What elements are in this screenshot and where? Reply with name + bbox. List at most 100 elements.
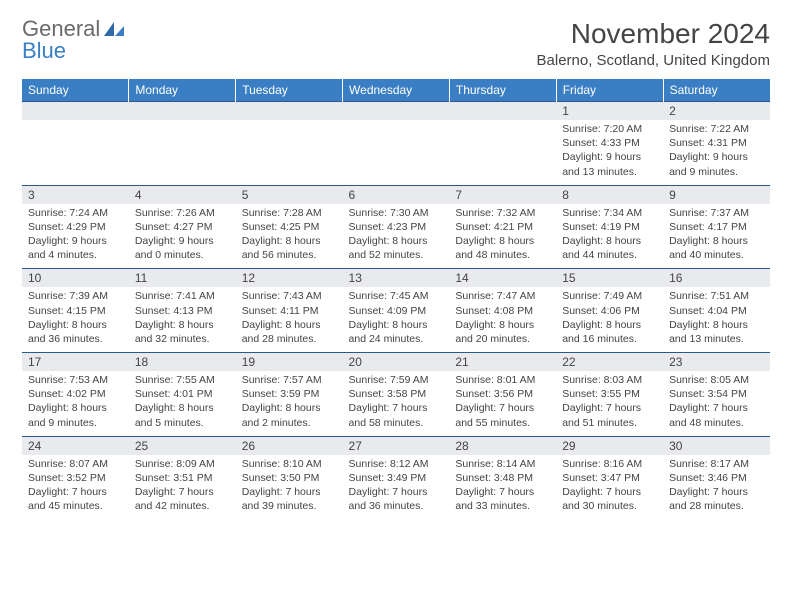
day-detail-cell: Sunrise: 7:51 AMSunset: 4:04 PMDaylight:… [663,287,770,352]
daylight-text-1: Daylight: 8 hours [562,318,657,332]
sunrise-text: Sunrise: 8:14 AM [455,457,550,471]
day-number-cell: 12 [236,269,343,288]
day-detail-cell: Sunrise: 8:12 AMSunset: 3:49 PMDaylight:… [343,455,450,520]
daylight-text-2: and 24 minutes. [349,332,444,346]
dow-tuesday: Tuesday [236,79,343,102]
sunrise-text: Sunrise: 7:45 AM [349,289,444,303]
day-detail-cell [449,120,556,185]
day-detail-cell [343,120,450,185]
sunset-text: Sunset: 3:47 PM [562,471,657,485]
day-detail-cell: Sunrise: 7:34 AMSunset: 4:19 PMDaylight:… [556,204,663,269]
daylight-text-2: and 33 minutes. [455,499,550,513]
day-detail-cell: Sunrise: 7:59 AMSunset: 3:58 PMDaylight:… [343,371,450,436]
day-detail-cell [22,120,129,185]
daylight-text-2: and 9 minutes. [28,416,123,430]
daylight-text-2: and 13 minutes. [669,332,764,346]
day-detail-cell: Sunrise: 7:49 AMSunset: 4:06 PMDaylight:… [556,287,663,352]
day-number-cell: 13 [343,269,450,288]
day-detail-cell: Sunrise: 8:17 AMSunset: 3:46 PMDaylight:… [663,455,770,520]
day-number-cell: 1 [556,102,663,121]
sunrise-text: Sunrise: 7:51 AM [669,289,764,303]
sunrise-text: Sunrise: 7:53 AM [28,373,123,387]
day-number-cell: 28 [449,436,556,455]
day-number-cell: 20 [343,353,450,372]
day-number-cell: 18 [129,353,236,372]
sunrise-text: Sunrise: 7:32 AM [455,206,550,220]
logo: General Blue [22,18,124,62]
week-detail-row: Sunrise: 7:24 AMSunset: 4:29 PMDaylight:… [22,204,770,269]
day-number-cell: 27 [343,436,450,455]
day-detail-cell: Sunrise: 7:30 AMSunset: 4:23 PMDaylight:… [343,204,450,269]
sunrise-text: Sunrise: 8:01 AM [455,373,550,387]
daylight-text-2: and 55 minutes. [455,416,550,430]
daylight-text-2: and 39 minutes. [242,499,337,513]
daylight-text-1: Daylight: 8 hours [455,234,550,248]
daylight-text-1: Daylight: 7 hours [562,485,657,499]
daylight-text-2: and 28 minutes. [669,499,764,513]
day-number-cell: 25 [129,436,236,455]
month-title: November 2024 [537,18,770,50]
sunset-text: Sunset: 3:55 PM [562,387,657,401]
sunrise-text: Sunrise: 7:20 AM [562,122,657,136]
daylight-text-1: Daylight: 9 hours [669,150,764,164]
day-detail-cell: Sunrise: 7:22 AMSunset: 4:31 PMDaylight:… [663,120,770,185]
sunrise-text: Sunrise: 7:24 AM [28,206,123,220]
sunset-text: Sunset: 3:52 PM [28,471,123,485]
daylight-text-2: and 36 minutes. [28,332,123,346]
daylight-text-1: Daylight: 8 hours [28,401,123,415]
daylight-text-1: Daylight: 8 hours [669,234,764,248]
daylight-text-1: Daylight: 9 hours [28,234,123,248]
sunset-text: Sunset: 4:25 PM [242,220,337,234]
dow-row: Sunday Monday Tuesday Wednesday Thursday… [22,79,770,102]
calendar-body: 12Sunrise: 7:20 AMSunset: 4:33 PMDayligh… [22,102,770,520]
day-number-cell: 5 [236,185,343,204]
sunrise-text: Sunrise: 7:57 AM [242,373,337,387]
daylight-text-1: Daylight: 9 hours [562,150,657,164]
day-detail-cell: Sunrise: 7:37 AMSunset: 4:17 PMDaylight:… [663,204,770,269]
daylight-text-1: Daylight: 8 hours [135,401,230,415]
day-number-cell [22,102,129,121]
daylight-text-2: and 16 minutes. [562,332,657,346]
day-detail-cell: Sunrise: 8:07 AMSunset: 3:52 PMDaylight:… [22,455,129,520]
day-number-cell: 14 [449,269,556,288]
daylight-text-1: Daylight: 8 hours [135,318,230,332]
daylight-text-1: Daylight: 7 hours [28,485,123,499]
day-number-cell: 23 [663,353,770,372]
sunrise-text: Sunrise: 7:37 AM [669,206,764,220]
week-daynum-row: 10111213141516 [22,269,770,288]
week-daynum-row: 24252627282930 [22,436,770,455]
sunset-text: Sunset: 4:09 PM [349,304,444,318]
week-detail-row: Sunrise: 7:39 AMSunset: 4:15 PM Daylight:… [22,287,770,352]
sunset-text: Sunset: 3:50 PM [242,471,337,485]
day-number-cell: 9 [663,185,770,204]
day-number-cell: 17 [22,353,129,372]
logo-text: General Blue [22,18,124,62]
sunset-text: Sunset: 3:59 PM [242,387,337,401]
day-detail-cell: Sunrise: 7:41 AMSunset: 4:13 PMDaylight:… [129,287,236,352]
daylight-text-1: Daylight: 8 hours [349,234,444,248]
day-detail-cell: Sunrise: 8:10 AMSunset: 3:50 PMDaylight:… [236,455,343,520]
daylight-text-2: and 58 minutes. [349,416,444,430]
dow-monday: Monday [129,79,236,102]
day-number-cell: 22 [556,353,663,372]
sunset-text: Sunset: 4:15 PM [28,304,123,318]
day-detail-cell: Sunrise: 7:20 AMSunset: 4:33 PMDaylight:… [556,120,663,185]
daylight-text-2: and 0 minutes. [135,248,230,262]
day-detail-cell [236,120,343,185]
day-detail-cell: Sunrise: 7:47 AMSunset: 4:08 PMDaylight:… [449,287,556,352]
sunset-text: Sunset: 3:51 PM [135,471,230,485]
day-number-cell [343,102,450,121]
day-number-cell: 6 [343,185,450,204]
sunrise-text: Sunrise: 7:26 AM [135,206,230,220]
daylight-text-1: Daylight: 7 hours [242,485,337,499]
title-block: November 2024 Balerno, Scotland, United … [537,18,770,69]
day-detail-cell: Sunrise: 7:55 AMSunset: 4:01 PMDaylight:… [129,371,236,436]
daylight-text-2: and 20 minutes. [455,332,550,346]
daylight-text-2: and 32 minutes. [135,332,230,346]
week-daynum-row: 12 [22,102,770,121]
sunrise-text: Sunrise: 7:39 AM [28,289,123,303]
sunrise-text: Sunrise: 8:17 AM [669,457,764,471]
daylight-text-1: Daylight: 8 hours [349,318,444,332]
sunrise-text: Sunrise: 8:16 AM [562,457,657,471]
day-number-cell: 19 [236,353,343,372]
